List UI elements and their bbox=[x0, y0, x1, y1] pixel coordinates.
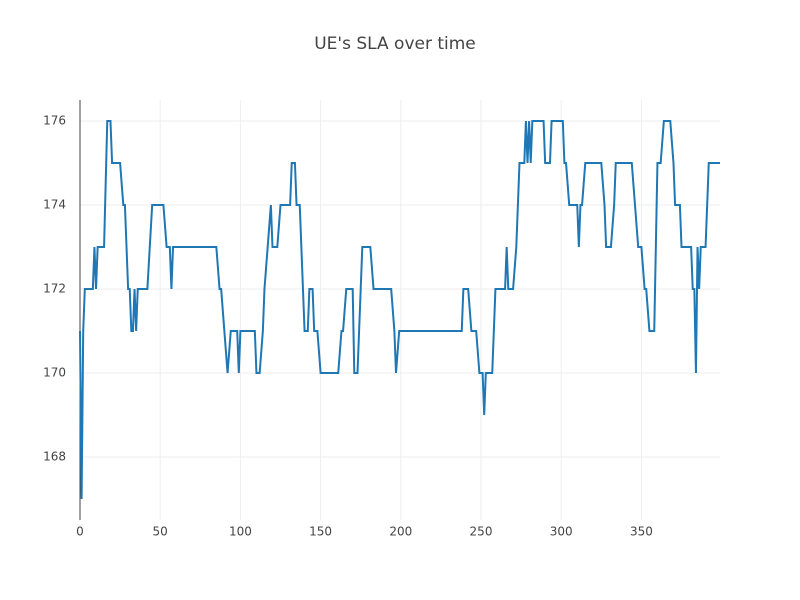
x-tick-label: 350 bbox=[630, 525, 653, 539]
x-tick-label: 150 bbox=[309, 525, 332, 539]
x-tick-label: 50 bbox=[153, 525, 168, 539]
x-tick-label: 0 bbox=[76, 525, 84, 539]
chart-title: UE's SLA over time bbox=[314, 34, 476, 54]
y-tick-label: 168 bbox=[43, 450, 66, 464]
data-line bbox=[79, 120, 720, 500]
y-tick-label: 172 bbox=[43, 282, 66, 296]
y-tick-label: 170 bbox=[43, 366, 66, 380]
x-tick-label: 100 bbox=[229, 525, 252, 539]
y-tick-label: 176 bbox=[43, 114, 66, 128]
x-tick-label: 250 bbox=[470, 525, 493, 539]
x-tick-label: 300 bbox=[550, 525, 573, 539]
y-tick-label: 174 bbox=[43, 198, 66, 212]
x-tick-label: 200 bbox=[389, 525, 412, 539]
